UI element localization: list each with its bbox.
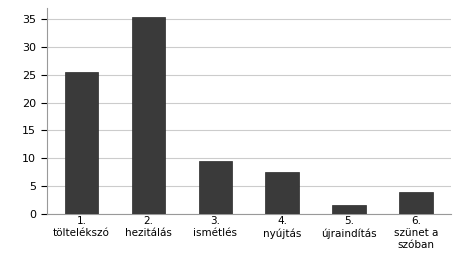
Bar — [65, 72, 98, 214]
Bar — [266, 172, 299, 214]
Bar — [199, 161, 232, 214]
Bar — [399, 192, 432, 214]
Bar — [332, 206, 366, 214]
Bar — [132, 16, 165, 214]
